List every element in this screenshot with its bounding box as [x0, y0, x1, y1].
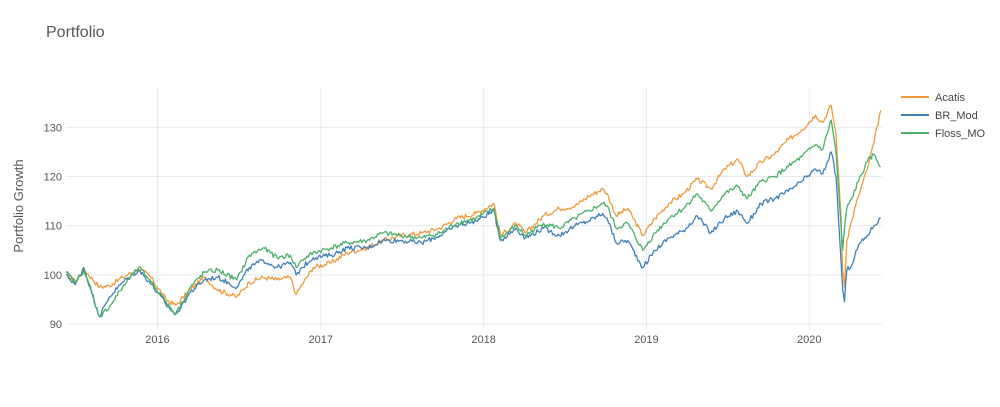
x-tick-label: 2020 — [797, 334, 821, 346]
legend-label: Floss_MO — [935, 128, 986, 140]
y-tick-label: 130 — [44, 122, 62, 134]
x-tick-label: 2018 — [471, 334, 495, 346]
y-tick-label: 100 — [44, 270, 62, 282]
legend: Acatis BR_Mod Floss_MO — [901, 92, 986, 140]
x-tick-label: 2016 — [145, 334, 169, 346]
series-line-br-mod[interactable] — [65, 151, 881, 318]
y-tick-label: 120 — [44, 172, 62, 184]
series-line-floss-mo[interactable] — [65, 119, 881, 318]
legend-item[interactable]: BR_Mod — [901, 110, 978, 122]
chart-title: Portfolio — [46, 24, 105, 41]
legend-label: Acatis — [935, 92, 965, 104]
y-tick-label: 110 — [44, 221, 62, 233]
axis-ticks: 90 100 110 120 130 2016 2017 2018 2019 2020 — [44, 122, 822, 346]
x-tick-label: 2019 — [634, 334, 658, 346]
y-axis-label: Portfolio Growth — [11, 159, 26, 252]
legend-label: BR_Mod — [935, 110, 978, 122]
legend-item[interactable]: Floss_MO — [901, 128, 986, 140]
legend-item[interactable]: Acatis — [901, 92, 965, 104]
x-tick-label: 2017 — [309, 334, 333, 346]
series-line-acatis[interactable] — [65, 104, 882, 307]
y-tick-label: 90 — [50, 319, 62, 331]
series-lines — [65, 104, 882, 318]
